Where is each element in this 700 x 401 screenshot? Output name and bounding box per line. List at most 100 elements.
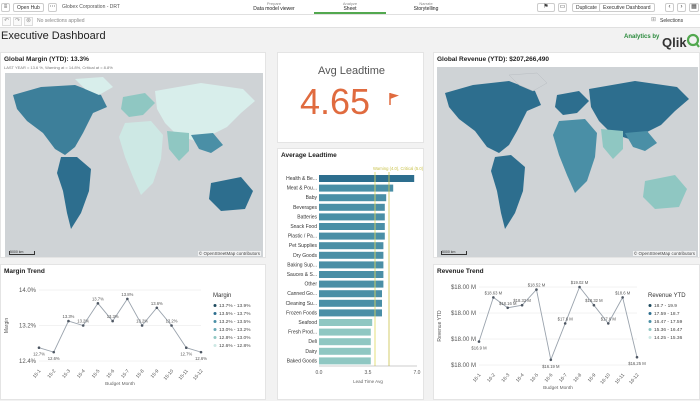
data-label: $17.6 M [601,316,617,321]
leadtime-x-tick: 3.5 [365,370,372,376]
data-label: $16.19 M [542,364,560,369]
leadtime-bar [319,338,371,346]
x-tick-label: 15-10 [163,368,176,382]
tab-prepare-label: Data model viewer [253,6,295,12]
selection-back-icon[interactable]: ↶ [2,17,11,26]
data-label: $16.9 M [471,346,487,351]
data-label: 12.6% [195,356,207,361]
tab-prepare[interactable]: Prepare Data model viewer [238,1,310,14]
tab-narrate-label: Storytelling [413,6,439,12]
tab-analyze-sub: Analyze [342,1,358,6]
tab-narrate[interactable]: Narrate Storytelling [390,1,462,14]
data-point [635,355,639,359]
x-tick-label: 16-6 [544,372,555,383]
x-tick-label: 16-1 [472,372,483,383]
data-label: $18.6 M [615,290,631,295]
data-point [506,306,510,310]
y-tick-label: $18.00 M [451,311,476,317]
selections-panel-icon[interactable]: ⊞ [650,17,657,23]
leadtime-bar [319,271,384,278]
y-tick-label: $18.00 M [451,337,476,343]
x-tick-label: 16-7 [558,372,569,383]
more-icon[interactable]: ⋯ [48,3,57,12]
data-point [492,296,495,299]
leadtime-category-label: Beverages [293,205,317,211]
tab-analyze-label: Sheet [343,6,357,12]
grid-icon[interactable]: ▦ [689,3,699,12]
leadtime-category-label: Fresh Prod... [288,330,317,336]
revenue-world-map [445,72,689,229]
app-name: Globex Corporation - DRT [62,4,120,10]
leadtime-bar [319,175,415,182]
revenue-map[interactable]: 5000 km © OpenStreetMap contributors [437,67,698,257]
data-label: 12.7% [180,352,192,357]
selection-forward-icon[interactable]: ↷ [13,17,22,26]
selections-toggle[interactable]: Selections [660,18,684,24]
legend-swatch [648,320,652,323]
data-label: 12.7% [33,352,45,357]
sheet-selector[interactable]: Executive Dashboard [599,3,655,12]
leadtime-category-label: Deli [308,339,317,345]
data-label: 13.7% [92,296,104,301]
legend-swatch [213,320,217,323]
data-point [578,285,581,289]
x-axis-label: Budget Month [105,381,135,387]
data-point [477,340,481,343]
data-point [155,306,159,310]
series-line [38,298,202,353]
margin-map-subtitle: LAST YEAR = 13.6 %, Warning at = 14.8%, … [4,65,113,70]
data-label: $18.32 M [513,298,531,303]
x-axis-label: Budget Month [543,385,573,391]
revenue-line-chart[interactable]: $18.00 M $18.00 M $18.00 M $18.00 M Revenue … [434,277,700,401]
present-icon[interactable]: ▭ [558,3,567,12]
x-tick-label: 16-11 [614,372,626,385]
leadtime-bar [319,261,384,269]
next-sheet-icon[interactable]: › [677,3,686,12]
y-tick-label: $18.00 M [451,285,476,291]
clear-selections-icon[interactable]: ⊗ [24,17,33,26]
prev-sheet-icon[interactable]: ‹ [665,3,674,12]
leadtime-x-tick: 7.0 [414,370,421,376]
duplicate-button[interactable]: Duplicate [572,3,601,12]
legend-swatch [213,312,217,315]
revenue-map-title: Global Revenue (YTD): $207,266,490 [437,56,549,63]
margin-line-chart[interactable]: 14.0%13.2%12.4%Margin12.7%12.6%13.3%13.2… [1,277,267,401]
data-point [52,350,56,354]
x-tick-label: 15-1 [32,368,43,379]
revenue-map-attribution[interactable]: © OpenStreetMap contributors [632,251,696,256]
data-label: $18.32 M [585,298,603,303]
bookmark-icon[interactable]: ⚑ [537,3,555,12]
leadtime-category-label: Plastic / Pa... [288,234,317,240]
legend-swatch [213,304,217,307]
x-tick-label: 15-6 [105,368,116,379]
y-axis-label: Margin [4,318,10,334]
leadtime-panel: Average Leadtime Warning (4.0), Critical… [277,148,424,400]
legend-swatch [213,336,217,339]
data-label: $18.16 M [499,301,517,306]
margin-map[interactable]: 5000 km © OpenStreetMap contributors [5,73,263,257]
leadtime-bar-chart[interactable]: Warning (4.0), Critical (5.0) Health & Be… [278,161,425,401]
leadtime-category-label: Baby [306,195,318,201]
open-hub-button[interactable]: Open Hub [13,3,44,12]
margin-map-panel: Global Margin (YTD): 13.3% LAST YEAR = 1… [0,52,266,258]
legend-item: 13.2% - 13.5% [219,319,251,325]
margin-world-map [13,77,255,229]
page-title: Executive Dashboard [1,30,106,42]
data-point [96,302,100,305]
margin-map-attribution[interactable]: © OpenStreetMap contributors [197,251,261,256]
leadtime-category-label: Baked Goods [287,358,318,364]
menu-icon[interactable]: ≡ [1,3,10,12]
data-point [199,350,203,354]
tab-analyze[interactable]: Analyze Sheet [314,1,386,14]
leadtime-category-label: Health & Be... [286,176,317,182]
kpi-panel: Avg Leadtime 4.65 [277,52,424,143]
data-point [37,346,41,349]
leadtime-bar [319,309,382,317]
tab-narrate-sub: Narrate [419,1,433,6]
legend-item: 14.25 - 15.36 [654,335,683,341]
revenue-map-panel: Global Revenue (YTD): $207,266,490 5000 … [433,52,700,258]
data-point [621,296,624,299]
margin-map-title: Global Margin (YTD): 13.3% [4,56,89,63]
leadtime-bar [319,328,371,336]
data-label: 13.3% [63,314,75,319]
